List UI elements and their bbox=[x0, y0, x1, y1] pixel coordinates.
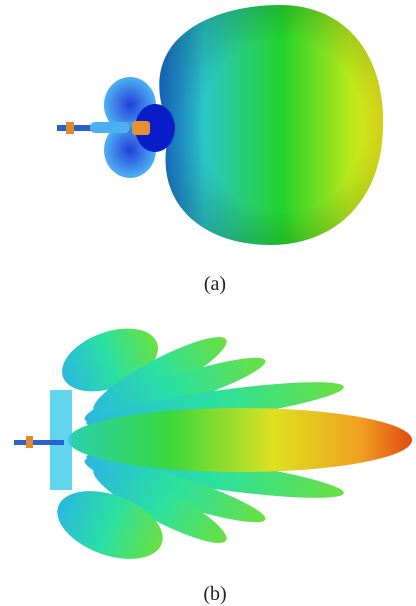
pattern-b bbox=[14, 328, 412, 559]
caption: (b) bbox=[203, 583, 226, 605]
caption: (a) bbox=[204, 273, 226, 295]
pattern-a bbox=[57, 5, 384, 245]
